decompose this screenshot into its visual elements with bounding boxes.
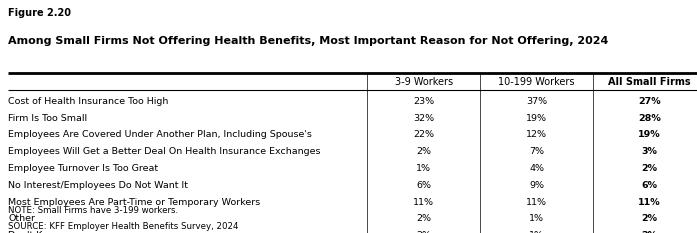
Text: 28%: 28% xyxy=(638,114,661,123)
Text: 32%: 32% xyxy=(413,114,434,123)
Text: 6%: 6% xyxy=(641,181,657,190)
Text: 2%: 2% xyxy=(641,164,657,173)
Text: 11%: 11% xyxy=(413,198,434,206)
Text: 27%: 27% xyxy=(638,97,661,106)
Text: 2%: 2% xyxy=(416,214,431,223)
Text: 3%: 3% xyxy=(641,147,657,156)
Text: 22%: 22% xyxy=(413,130,434,139)
Text: 1%: 1% xyxy=(529,231,544,233)
Text: Among Small Firms Not Offering Health Benefits, Most Important Reason for Not Of: Among Small Firms Not Offering Health Be… xyxy=(8,36,608,46)
Text: 4%: 4% xyxy=(529,164,544,173)
Text: SOURCE: KFF Employer Health Benefits Survey, 2024: SOURCE: KFF Employer Health Benefits Sur… xyxy=(8,222,239,231)
Text: 2%: 2% xyxy=(641,231,657,233)
Text: Firm Is Too Small: Firm Is Too Small xyxy=(8,114,88,123)
Text: 11%: 11% xyxy=(526,198,547,206)
Text: 37%: 37% xyxy=(526,97,547,106)
Text: All Small Firms: All Small Firms xyxy=(608,77,691,87)
Text: Most Employees Are Part-Time or Temporary Workers: Most Employees Are Part-Time or Temporar… xyxy=(8,198,261,206)
Text: Figure 2.20: Figure 2.20 xyxy=(8,8,71,18)
Text: 2%: 2% xyxy=(641,214,657,223)
Text: No Interest/Employees Do Not Want It: No Interest/Employees Do Not Want It xyxy=(8,181,188,190)
Text: NOTE: Small Firms have 3-199 workers.: NOTE: Small Firms have 3-199 workers. xyxy=(8,206,178,215)
Text: 1%: 1% xyxy=(416,164,431,173)
Text: 6%: 6% xyxy=(416,181,431,190)
Text: 10-199 Workers: 10-199 Workers xyxy=(498,77,575,87)
Text: Employees Are Covered Under Another Plan, Including Spouse's: Employees Are Covered Under Another Plan… xyxy=(8,130,312,139)
Text: 9%: 9% xyxy=(529,181,544,190)
Text: 2%: 2% xyxy=(416,231,431,233)
Text: Employees Will Get a Better Deal On Health Insurance Exchanges: Employees Will Get a Better Deal On Heal… xyxy=(8,147,321,156)
Text: 2%: 2% xyxy=(416,147,431,156)
Text: 19%: 19% xyxy=(526,114,547,123)
Text: 11%: 11% xyxy=(638,198,661,206)
Text: 19%: 19% xyxy=(638,130,661,139)
Text: 3-9 Workers: 3-9 Workers xyxy=(395,77,453,87)
Text: 23%: 23% xyxy=(413,97,434,106)
Text: Other: Other xyxy=(8,214,36,223)
Text: Don't Know: Don't Know xyxy=(8,231,62,233)
Text: Employee Turnover Is Too Great: Employee Turnover Is Too Great xyxy=(8,164,158,173)
Text: 7%: 7% xyxy=(529,147,544,156)
Text: Cost of Health Insurance Too High: Cost of Health Insurance Too High xyxy=(8,97,169,106)
Text: 12%: 12% xyxy=(526,130,547,139)
Text: 1%: 1% xyxy=(529,214,544,223)
